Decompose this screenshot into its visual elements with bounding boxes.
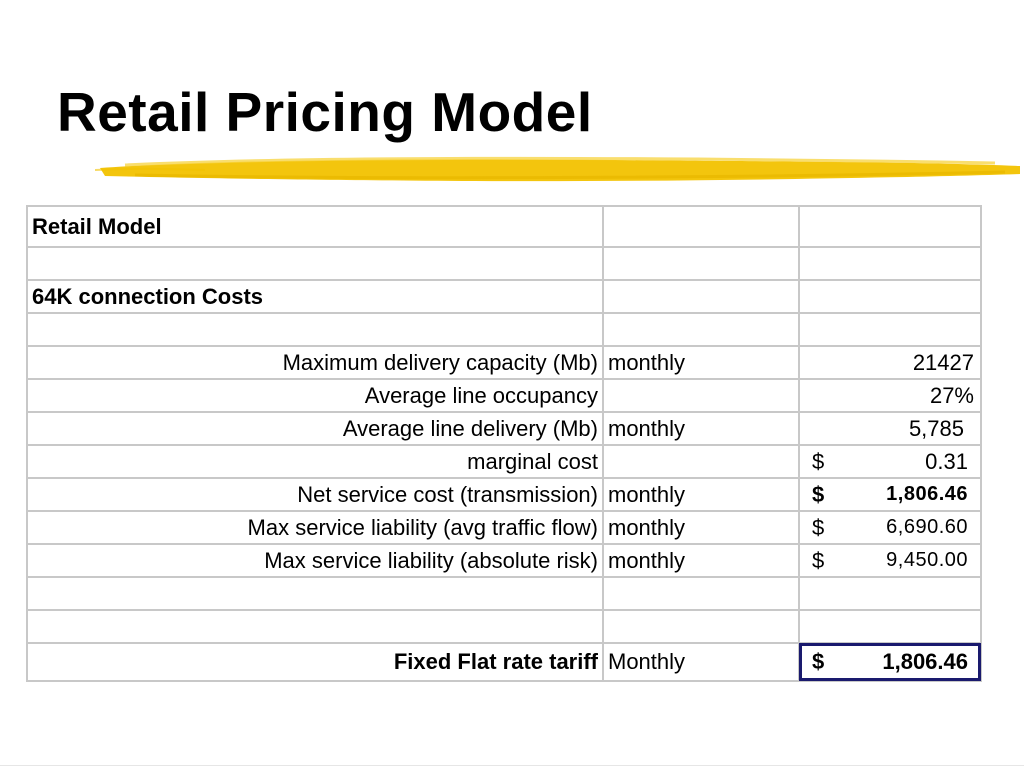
- currency-symbol: $: [812, 547, 825, 573]
- table-row: Average line occupancy 27%: [26, 378, 982, 413]
- row-value: 6,690.60: [886, 516, 968, 538]
- row-value: 5,785: [908, 415, 964, 441]
- currency-symbol: $: [812, 448, 825, 474]
- row-period: monthly: [602, 477, 800, 512]
- table-row: Net service cost (transmission) monthly …: [26, 477, 982, 512]
- row-value: 1,806.46: [886, 483, 968, 505]
- currency-symbol: $: [812, 481, 825, 507]
- row-period: monthly: [602, 411, 800, 446]
- row-period: [602, 378, 800, 413]
- row-value: 21427: [912, 349, 974, 375]
- row-period: [602, 444, 800, 479]
- section-heading: 64K connection Costs: [26, 279, 604, 314]
- table-row: Average line delivery (Mb) monthly 5,785: [26, 411, 982, 446]
- row-label: Net service cost (transmission): [26, 477, 604, 512]
- table-row: marginal cost $0.31: [26, 444, 982, 479]
- row-label: Max service liability (absolute risk): [26, 543, 604, 578]
- row-value: 27%: [929, 382, 974, 408]
- table-row: Maximum delivery capacity (Mb) monthly 2…: [26, 345, 982, 380]
- row-label: marginal cost: [26, 444, 604, 479]
- highlighter-underline: [95, 156, 1020, 182]
- selected-cell[interactable]: $1,806.46: [798, 642, 982, 682]
- row-label: Average line occupancy: [26, 378, 604, 413]
- section-row: 64K connection Costs: [26, 279, 982, 314]
- currency-symbol: $: [812, 514, 825, 540]
- final-tariff-row: Fixed Flat rate tariff Monthly $1,806.46: [26, 642, 982, 682]
- table-row: Max service liability (avg traffic flow)…: [26, 510, 982, 545]
- retail-model-table: Retail Model 64K connection Costs Maximu…: [26, 205, 982, 682]
- page-divider: [0, 765, 1024, 766]
- empty-row: [26, 609, 982, 644]
- currency-symbol: $: [812, 649, 825, 674]
- final-label: Fixed Flat rate tariff: [26, 642, 604, 682]
- table-title-row: Retail Model: [26, 205, 982, 248]
- table-title: Retail Model: [26, 205, 604, 248]
- row-label: Maximum delivery capacity (Mb): [26, 345, 604, 380]
- table-row: Max service liability (absolute risk) mo…: [26, 543, 982, 578]
- empty-row: [26, 312, 982, 347]
- row-period: monthly: [602, 543, 800, 578]
- final-period: Monthly: [602, 642, 800, 682]
- row-period: monthly: [602, 510, 800, 545]
- final-value: 1,806.46: [882, 649, 968, 674]
- row-value: 9,450.00: [886, 549, 968, 571]
- row-value: 0.31: [925, 448, 968, 474]
- row-period: monthly: [602, 345, 800, 380]
- empty-row: [26, 246, 982, 281]
- row-label: Average line delivery (Mb): [26, 411, 604, 446]
- row-label: Max service liability (avg traffic flow): [26, 510, 604, 545]
- slide-title: Retail Pricing Model: [57, 81, 593, 143]
- empty-row: [26, 576, 982, 611]
